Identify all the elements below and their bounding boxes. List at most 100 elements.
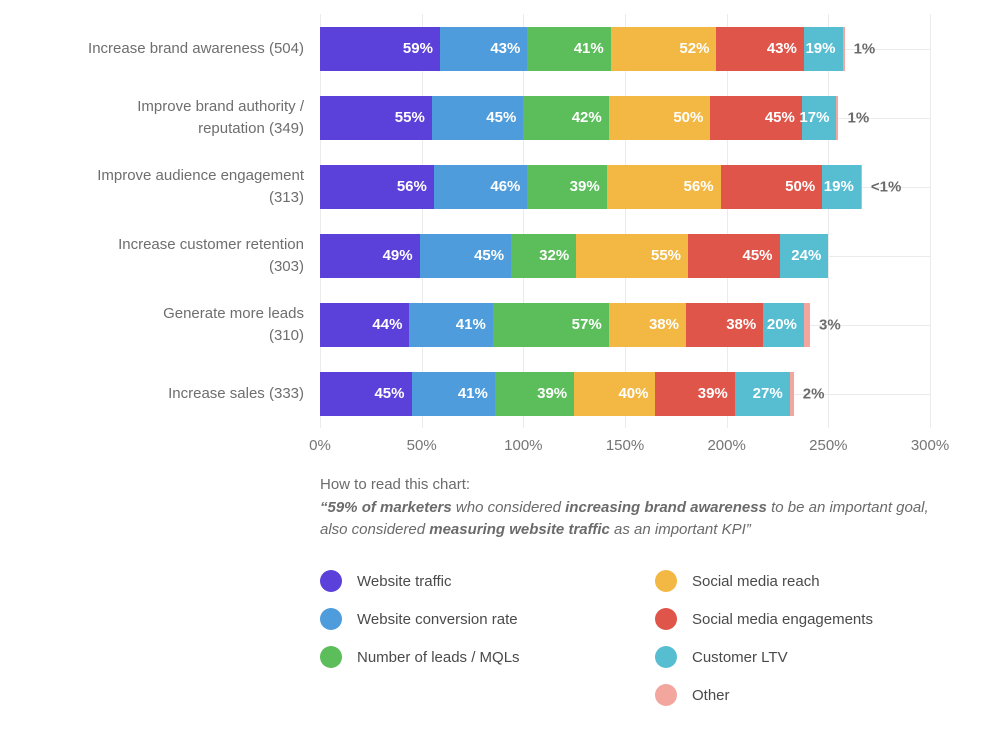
- x-axis-tick-label: 50%: [406, 437, 437, 454]
- segment-value-label: 39%: [537, 385, 568, 402]
- bar-segment: 43%: [439, 26, 528, 71]
- category-label: Increase sales (333): [168, 384, 304, 402]
- quote-bold-3: increasing brand awareness: [565, 498, 767, 516]
- gridline-vertical: [726, 14, 728, 428]
- quote-bold-5: measuring website traffic: [429, 520, 610, 538]
- segment-value-label: 24%: [791, 247, 822, 264]
- x-axis-tick-label: 150%: [605, 437, 645, 454]
- segment-value-label: 19%: [823, 178, 854, 195]
- bar-segment: 20%: [763, 302, 804, 347]
- legend-dot-icon: [320, 608, 342, 631]
- category-label: Improve brand authority / reputation (34…: [137, 97, 304, 137]
- bar-segment: 42%: [523, 95, 609, 140]
- bar-segment: 41%: [411, 371, 495, 416]
- segment-value-label: 50%: [785, 178, 816, 195]
- bar-segment: 40%: [574, 371, 656, 416]
- bar-row: 59% 43% 41% 52% 43% 19% 1%: [320, 14, 930, 83]
- legend-item-label: Website conversion rate: [357, 610, 518, 628]
- segment-value-label: 56%: [396, 178, 427, 195]
- bar-segment: [836, 95, 839, 140]
- x-axis-tick-label: 0%: [309, 437, 331, 454]
- legend-item-label: Website traffic: [357, 572, 452, 590]
- stacked-bar: 55% 45% 42% 50% 45% 17%: [320, 95, 930, 140]
- bar-segment: 43%: [716, 26, 804, 71]
- segment-value-label: 20%: [766, 316, 797, 333]
- segment-value-label: 57%: [571, 316, 602, 333]
- quote-bold-1: “59% of marketers: [320, 498, 452, 516]
- segment-value-label: 38%: [726, 316, 757, 333]
- bar-segment: 39%: [655, 371, 735, 416]
- legend-item: Social media reach: [655, 562, 955, 600]
- segment-value-label: 27%: [752, 385, 783, 402]
- bar-segment: 56%: [606, 164, 721, 209]
- bar-segment: 45%: [419, 233, 512, 278]
- bar-segment: [860, 164, 862, 209]
- category-label: Increase customer retention (303): [118, 235, 304, 275]
- bar-segment: 19%: [822, 164, 861, 209]
- bar-row: 44% 41% 57% 38% 38% 20% 3%: [320, 290, 930, 359]
- legend-dot-icon: [655, 684, 677, 707]
- stacked-bar: 45% 41% 39% 40% 39% 27%: [320, 371, 930, 416]
- category-label: Improve audience engagement (313): [97, 166, 304, 206]
- stacked-bar: 49% 45% 32% 55% 45% 24%: [320, 233, 930, 278]
- bar-outside-label: 1%: [853, 40, 876, 57]
- category-label: Generate more leads (310): [163, 304, 304, 344]
- bar-segment: 50%: [720, 164, 823, 209]
- bar-segment: 59%: [320, 26, 440, 71]
- bar-segment: 19%: [803, 26, 843, 71]
- bar-row: 56% 46% 39% 56% 50% 19% <1%: [320, 152, 930, 221]
- gridline-vertical: [625, 14, 626, 428]
- how-to-read-title: How to read this chart:: [320, 476, 471, 493]
- legend-column: Social media reach Social media engagemen…: [655, 562, 955, 714]
- segment-value-label: 45%: [764, 109, 795, 126]
- x-axis-tick-label: 100%: [504, 437, 543, 454]
- bar-outside-label: 2%: [802, 385, 825, 402]
- stacked-bar: 56% 46% 39% 56% 50% 19%: [320, 164, 930, 209]
- bar-segment: 50%: [608, 95, 711, 140]
- quote-text-2: who considered: [451, 498, 566, 516]
- category-labels: Increase brand awareness (504) Improve br…: [0, 14, 320, 428]
- stacked-bar: 59% 43% 41% 52% 43% 19%: [320, 26, 930, 71]
- bar-segment: 39%: [527, 164, 607, 209]
- bar-segment: 52%: [610, 26, 717, 71]
- segment-value-label: 45%: [474, 247, 505, 264]
- legend-item-label: Social media engagements: [692, 610, 873, 628]
- segment-value-label: 39%: [697, 385, 728, 402]
- bar-segment: 39%: [494, 371, 575, 416]
- segment-value-label: 50%: [673, 109, 704, 126]
- quote-text-6: as an important KPI”: [609, 520, 751, 538]
- legend-dot-icon: [655, 570, 677, 593]
- legend-item-label: Social media reach: [692, 572, 820, 590]
- bar-outside-label: 1%: [847, 109, 870, 126]
- legend-item-label: Number of leads / MQLs: [357, 648, 520, 666]
- gridline-vertical: [421, 14, 423, 428]
- bar-segment: 46%: [433, 164, 528, 209]
- bar-segment: 45%: [688, 233, 780, 278]
- legend-item: Website traffic: [320, 562, 655, 600]
- segment-value-label: 45%: [486, 109, 517, 126]
- quote-text-4: to be an important goal, also considered: [320, 498, 929, 538]
- x-axis-tick-label: 200%: [707, 437, 746, 454]
- bar-segment: [789, 371, 794, 416]
- bar-segment: 38%: [608, 302, 686, 347]
- legend: Website traffic Website conversion rate Nu…: [320, 562, 986, 714]
- gridline-vertical: [523, 14, 525, 428]
- bar-segment: 38%: [685, 302, 764, 347]
- gridline-vertical: [930, 14, 931, 428]
- bar-segment: 45%: [710, 95, 802, 140]
- segment-value-label: 52%: [679, 40, 710, 57]
- bar-segment: 55%: [320, 95, 432, 140]
- segment-value-label: 40%: [618, 385, 649, 402]
- segment-value-label: 43%: [490, 40, 521, 57]
- bar-segment: 49%: [320, 233, 420, 278]
- legend-dot-icon: [320, 570, 342, 593]
- bar-row: 55% 45% 42% 50% 45% 17% 1%: [320, 83, 930, 152]
- bar-segment: 45%: [320, 371, 412, 416]
- legend-dot-icon: [320, 646, 342, 669]
- segment-value-label: 41%: [455, 316, 486, 333]
- legend-item-label: Other: [692, 686, 730, 704]
- gridline-vertical: [828, 14, 830, 428]
- segment-value-label: 59%: [402, 40, 433, 57]
- bar-outside-label: <1%: [870, 178, 902, 195]
- legend-item: Customer LTV: [655, 638, 955, 676]
